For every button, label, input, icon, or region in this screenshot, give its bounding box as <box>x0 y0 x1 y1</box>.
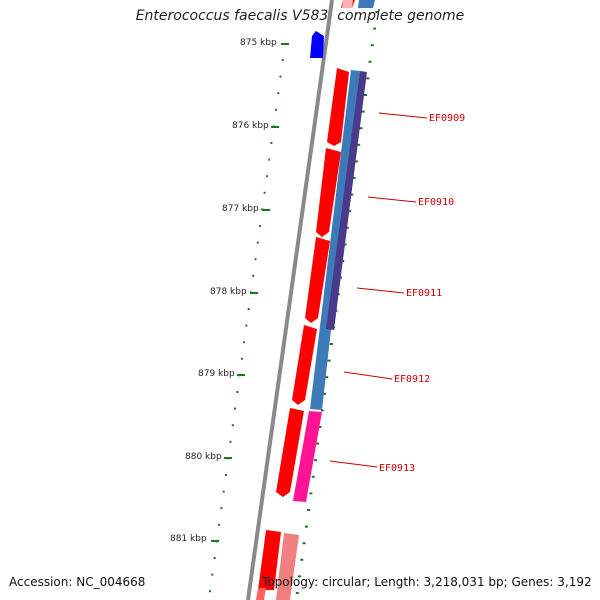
genome-backbone <box>246 0 334 600</box>
gene-label-ef0911[interactable]: EF0911 <box>406 288 442 299</box>
gene-leader-ef0910 <box>367 196 417 203</box>
forward-cds-ef0911[interactable] <box>305 237 330 323</box>
tick-label-875: 875 kbp <box>240 38 277 48</box>
gene-leader-ef0913 <box>329 460 378 468</box>
comparison-track-purple <box>326 71 367 330</box>
tick-label-879: 879 kbp <box>198 369 235 379</box>
accession-label: Accession: NC_004668 <box>9 575 146 589</box>
tick-label-877: 877 kbp <box>222 204 259 214</box>
tick-label-880: 880 kbp <box>185 452 222 462</box>
genome-summary: Topology: circular; Length: 3,218,031 bp… <box>262 575 592 589</box>
comparison-track-light-red <box>342 0 353 8</box>
gene-leader-ef0909 <box>378 112 428 119</box>
comparison-track-blue <box>310 70 360 410</box>
gene-label-ef0909[interactable]: EF0909 <box>429 113 465 124</box>
forward-cds-lower-light[interactable] <box>276 533 299 600</box>
forward-cds-ef0910[interactable] <box>316 148 341 237</box>
gene-label-ef0912[interactable]: EF0912 <box>394 374 430 385</box>
map-title: Enterococcus faecalis V583, complete gen… <box>135 8 465 24</box>
tick-label-881: 881 kbp <box>170 534 207 544</box>
tick-label-878: 878 kbp <box>210 287 247 297</box>
minor-tick-marks <box>209 59 284 593</box>
forward-cds-ef0909[interactable] <box>327 68 349 146</box>
reverse-cds-feature[interactable] <box>310 31 324 58</box>
forward-cds-lower[interactable] <box>258 530 281 590</box>
forward-cds-bottom-partial[interactable] <box>256 588 266 600</box>
forward-cds-ef0913[interactable] <box>276 408 304 497</box>
comparison-track-blue-top <box>358 0 375 8</box>
tick-label-876: 876 kbp <box>232 121 269 131</box>
gene-leader-ef0912 <box>343 371 393 380</box>
gene-label-ef0910[interactable]: EF0910 <box>418 197 454 208</box>
gene-label-ef0913[interactable]: EF0913 <box>379 463 415 474</box>
forward-cds-ef0912[interactable] <box>292 325 317 405</box>
gene-leader-ef0911 <box>356 287 405 294</box>
comparison-track-magenta <box>293 411 322 502</box>
